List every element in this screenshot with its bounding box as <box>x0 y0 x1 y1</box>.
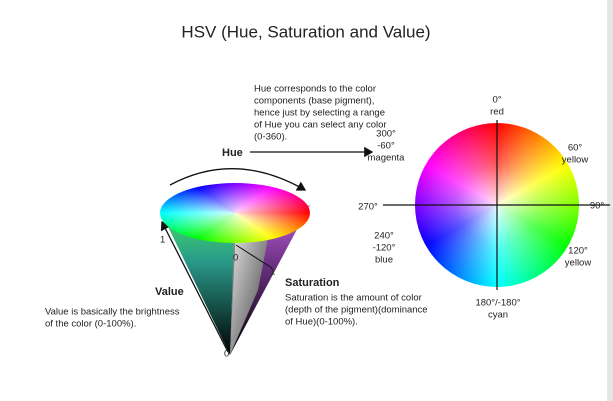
hue-note-line: of Hue you can select any color <box>254 120 387 131</box>
wheel-label: 60° <box>568 143 583 154</box>
saturation-arrow <box>235 244 273 269</box>
title: HSV (Hue, Saturation and Value) <box>181 22 430 41</box>
hue-note-line: components (base pigment), <box>254 96 374 107</box>
cone-left-face <box>160 210 235 355</box>
saturation-label: Saturation <box>285 277 340 289</box>
wheel-label: red <box>490 107 504 118</box>
cone-mark: 0 <box>224 349 229 360</box>
hue-label: Hue <box>222 147 243 159</box>
hue-note-line: (0-360). <box>254 132 287 143</box>
saturation-note-line: Saturation is the amount of color <box>285 293 422 304</box>
value-note-line: of the color (0-100%). <box>45 319 136 330</box>
hue-note-line: hence just by selecting a range <box>254 108 385 119</box>
hue-curve-arrow <box>169 168 307 191</box>
wheel-label: 270° <box>358 202 378 213</box>
cone-top <box>160 183 310 243</box>
wheel-label: 120° <box>568 246 588 257</box>
cone-mark: 1 <box>160 235 165 246</box>
value-label: Value <box>155 286 184 298</box>
wheel-label: 240° <box>374 231 394 242</box>
saturation-note-line: (depth of the pigment)(dominance <box>285 305 428 316</box>
wheel-label: cyan <box>488 310 508 321</box>
wheel-label: 0° <box>492 95 501 106</box>
wheel-label: -120° <box>373 243 396 254</box>
wheel-label: -60° <box>377 141 395 152</box>
window-edge <box>607 0 613 401</box>
wheel-label: 90° <box>590 201 605 212</box>
wheel-label: 180°/-180° <box>475 298 520 309</box>
cone-mark: 1 <box>270 267 275 278</box>
cone-cutout-side <box>230 212 235 355</box>
wheel-label: magenta <box>368 153 406 164</box>
hue-note-line: Hue corresponds to the color <box>254 84 376 95</box>
wheel-label: blue <box>375 255 393 266</box>
cone-mark: 0 <box>233 253 238 264</box>
saturation-note-line: of Hue)(0-100%). <box>285 317 358 328</box>
wheel-label: yellow <box>565 258 592 269</box>
wheel-label: yellow <box>562 155 589 166</box>
value-note-line: Value is basically the brightness <box>45 307 180 318</box>
value-arrow <box>160 220 229 353</box>
wheel-label: 300° <box>376 129 396 140</box>
